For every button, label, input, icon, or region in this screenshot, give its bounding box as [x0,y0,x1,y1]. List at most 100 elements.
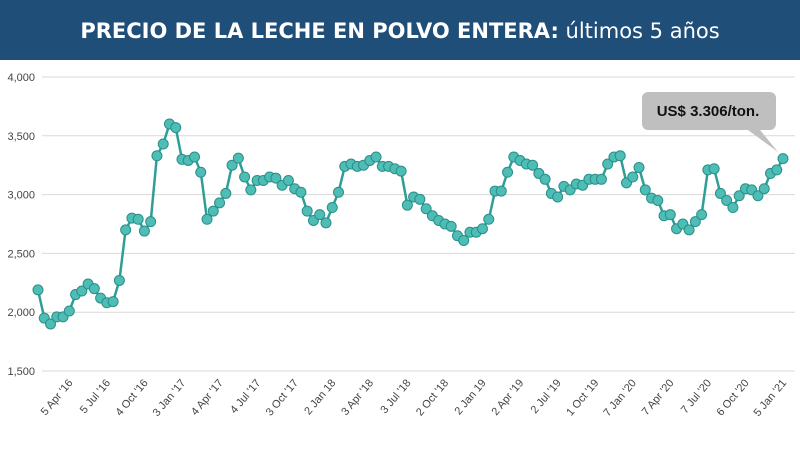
marker [696,209,708,221]
x-tick-label: 2 Oct '18 [414,377,451,418]
marker [614,150,626,162]
marker [758,183,770,195]
marker [401,199,413,211]
marker [76,285,88,297]
x-tick-label: 3 Jul '18 [378,377,413,416]
x-tick-label: 2 Apr '19 [489,377,526,418]
x-tick-label: 4 Oct '16 [113,377,150,418]
marker [226,159,238,171]
marker [214,197,226,209]
x-tick-label: 3 Jan '17 [151,377,189,419]
marker [777,153,789,165]
marker [733,190,745,202]
marker [652,194,664,206]
x-tick-label: 5 Jul '16 [78,377,113,416]
title-line: PRECIO DE LA LECHE EN POLVO ENTERA: últi… [80,19,719,43]
x-tick-label: 5 Apr '16 [39,377,76,418]
x-tick-label: 3 Oct '17 [264,377,301,418]
marker [602,158,614,170]
y-tick-label: 2,500 [7,248,35,260]
marker [483,213,495,225]
marker [395,165,407,177]
marker [664,209,676,221]
marker [495,185,507,197]
marker [414,193,426,205]
y-tick-label: 3,500 [7,131,35,143]
marker [370,151,382,163]
marker [326,202,338,214]
x-tick-label: 6 Oct '20 [714,377,751,418]
y-tick-label: 2,000 [7,307,35,319]
x-tick-label: 4 Apr '17 [189,377,226,418]
marker [714,187,726,199]
marker [220,187,232,199]
marker [633,162,645,174]
marker [295,186,307,198]
marker [232,152,244,164]
chart-title: PRECIO DE LA LECHE EN POLVO ENTERA: [80,19,559,43]
marker [113,274,125,286]
marker [88,283,100,295]
marker [445,220,457,232]
marker [138,225,150,237]
callout-text: US$ 3.306/ton. [657,103,760,120]
marker [189,151,201,163]
marker [752,190,764,202]
marker [107,296,119,308]
callout-box [642,92,778,152]
marker [314,209,326,221]
x-tick-label: 7 Jul '20 [679,377,714,416]
marker [32,284,44,296]
y-tick-label: 3,000 [7,190,35,202]
marker [145,216,157,228]
chart-subtitle: últimos 5 años [566,19,720,43]
marker [420,203,432,215]
marker [245,184,257,196]
x-tick-label: 4 Jul '17 [228,377,263,416]
marker [683,224,695,236]
x-tick-label: 7 Jan '20 [601,377,639,419]
marker [595,173,607,185]
marker [45,318,57,330]
title-banner [0,0,800,60]
marker [333,186,345,198]
marker [639,184,651,196]
x-tick-label: 5 Jan '21 [752,377,790,419]
marker [170,122,182,134]
x-tick-label: 2 Jul '19 [529,377,564,416]
plot [32,118,789,330]
y-tick-label: 4,000 [7,72,35,84]
x-tick-label: 2 Jan 19 [452,377,488,417]
x-tick-label: 7 Apr '20 [640,377,677,418]
marker [120,224,132,236]
marker [721,194,733,206]
marker [771,164,783,176]
marker [301,205,313,217]
marker [689,216,701,228]
marker [157,138,169,150]
marker [201,213,213,225]
marker [132,213,144,225]
marker [195,166,207,178]
marker [552,191,564,203]
marker [502,166,514,178]
marker [207,205,219,217]
x-tick-label: 1 Oct '19 [564,377,601,418]
marker [282,174,294,186]
x-tick-label: 3 Apr '18 [339,377,376,418]
y-tick-label: 1,500 [7,366,35,378]
marker [527,159,539,171]
marker [458,234,470,246]
x-tick-label: 2 Jan 18 [302,377,338,417]
marker [239,171,251,183]
marker [63,305,75,317]
marker [320,217,332,229]
marker [151,150,163,162]
marker [627,171,639,183]
marker [727,202,739,214]
marker [539,173,551,185]
marker [708,163,720,175]
marker [476,223,488,235]
marker [270,172,282,184]
